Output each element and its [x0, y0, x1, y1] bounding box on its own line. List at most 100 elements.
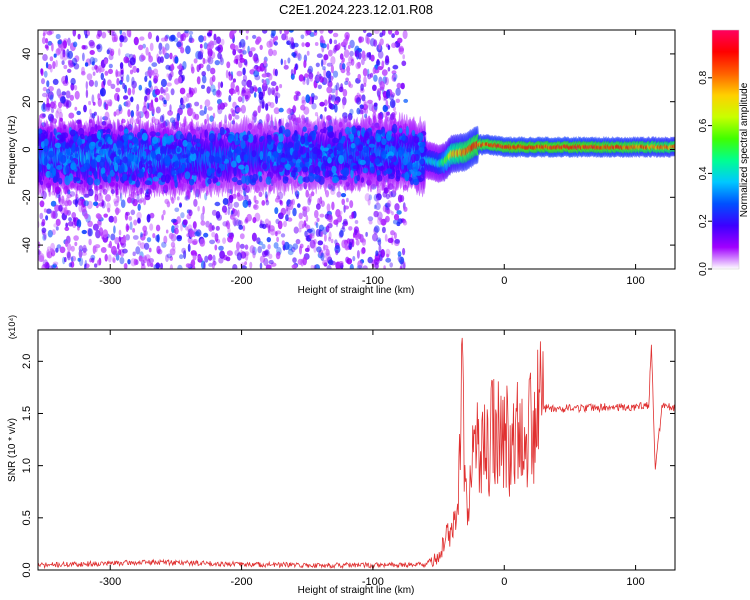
noise-cell [211, 209, 217, 216]
noise-cell [129, 57, 136, 66]
noise-cell [120, 69, 124, 75]
noise-cell [355, 239, 360, 246]
noise-cell [333, 100, 339, 106]
noise-cell [331, 201, 335, 211]
noise-cell [154, 88, 161, 96]
noise-cell [64, 206, 68, 216]
noise-cell [120, 199, 126, 208]
noise-cell [171, 197, 175, 204]
noise-cell [198, 63, 204, 69]
noise-cell [323, 77, 329, 84]
noise-cell [356, 92, 360, 98]
noise-cell [166, 73, 170, 78]
noise-cell [70, 245, 75, 252]
figure-title: C2E1.2024.223.12.01.R08 [279, 2, 433, 17]
noise-cell [88, 238, 92, 246]
noise-cell [72, 41, 78, 48]
noise-cell [189, 262, 194, 268]
noise-cell [288, 203, 294, 211]
noise-cell [377, 66, 384, 71]
noise-cell [228, 74, 233, 81]
noise-cell [93, 111, 97, 116]
noise-cell [52, 78, 59, 85]
noise-cell [239, 57, 246, 63]
noise-cell [63, 64, 68, 70]
noise-cell [66, 243, 72, 252]
noise-cell [358, 36, 365, 43]
noise-cell [92, 245, 96, 255]
noise-cell [251, 232, 257, 242]
noise-cell [227, 227, 231, 235]
noise-cell [62, 256, 66, 265]
noise-cell [372, 66, 376, 75]
noise-cell [232, 49, 237, 56]
noise-cell [237, 194, 243, 202]
noise-cell [128, 216, 133, 221]
noise-cell [107, 254, 112, 263]
noise-cell [216, 98, 223, 105]
noise-cell [69, 94, 75, 101]
noise-cell [345, 77, 349, 83]
noise-cell [59, 246, 66, 254]
noise-cell [344, 80, 349, 86]
noise-cell [256, 36, 262, 43]
noise-cell [189, 34, 193, 43]
noise-cell [269, 102, 275, 109]
noise-cell [82, 52, 85, 62]
noise-cell [130, 96, 134, 103]
noise-cell [160, 56, 164, 63]
band-cell [87, 177, 94, 186]
noise-cell [38, 255, 45, 263]
noise-cell [122, 82, 126, 90]
noise-cell [391, 211, 394, 216]
noise-cell [391, 70, 397, 75]
noise-cell [96, 214, 103, 220]
noise-cell [225, 256, 231, 262]
noise-cell [194, 231, 200, 237]
noise-cell [210, 51, 216, 59]
noise-cell [235, 107, 242, 113]
noise-cell [92, 71, 96, 76]
noise-cell [290, 69, 294, 76]
noise-cell [65, 240, 68, 247]
noise-cell [45, 61, 49, 69]
noise-cell [338, 261, 344, 266]
noise-cell [140, 259, 145, 266]
noise-cell [203, 232, 209, 238]
noise-cell [265, 264, 272, 269]
noise-cell [309, 32, 316, 37]
noise-cell [366, 32, 373, 37]
noise-cell [160, 115, 164, 123]
noise-cell [314, 30, 318, 33]
noise-cell [317, 240, 324, 246]
noise-cell [275, 85, 279, 92]
noise-cell [107, 101, 112, 107]
noise-cell [226, 61, 231, 69]
noise-cell [107, 79, 112, 86]
noise-cell [144, 95, 148, 102]
noise-cell [61, 54, 68, 61]
noise-cell [380, 249, 386, 258]
noise-cell [165, 93, 170, 102]
noise-cell [46, 80, 50, 88]
noise-cell [160, 37, 167, 42]
noise-cell [201, 71, 206, 77]
noise-cell [73, 235, 79, 241]
noise-cell [375, 202, 381, 211]
noise-cell [212, 88, 217, 96]
noise-cell [397, 256, 402, 262]
noise-cell [216, 214, 222, 221]
noise-cell [278, 107, 284, 113]
noise-cell [246, 79, 252, 88]
noise-cell [58, 194, 61, 203]
noise-cell [68, 112, 75, 119]
noise-cell [81, 229, 88, 235]
noise-cell [232, 217, 239, 226]
noise-cell [45, 103, 51, 108]
noise-cell [357, 73, 362, 80]
noise-cell [113, 215, 118, 224]
noise-cell [368, 194, 372, 201]
noise-cell [346, 71, 351, 76]
noise-cell [323, 53, 329, 61]
